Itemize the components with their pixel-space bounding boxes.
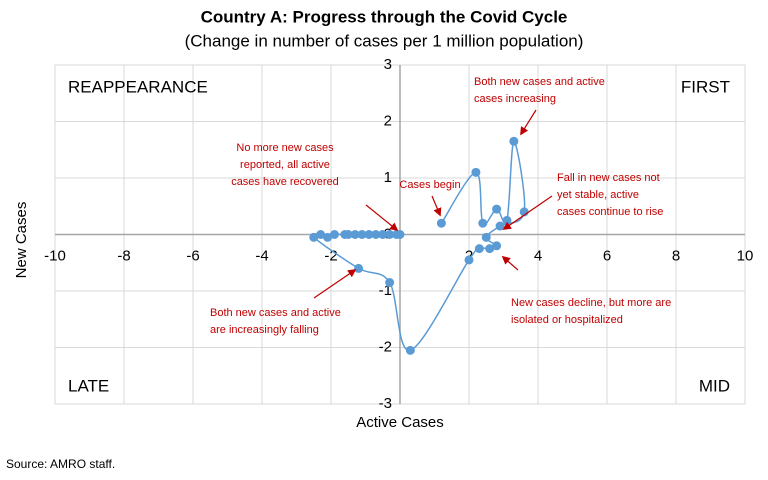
- y-tick-label: 3: [384, 56, 392, 73]
- data-point: [385, 278, 395, 288]
- data-point: [371, 230, 381, 239]
- data-point: [364, 230, 374, 239]
- annotation: isolated or hospitalized: [511, 314, 623, 326]
- data-point: [316, 230, 326, 239]
- x-tick-label: 6: [603, 247, 611, 264]
- annotation-arrow: [520, 109, 537, 136]
- quadrant-label: MID: [699, 376, 730, 395]
- quadrant-label: REAPPEARANCE: [68, 77, 208, 96]
- data-point: [395, 230, 405, 239]
- data-point: [323, 232, 333, 242]
- annotation-arrow: [365, 204, 399, 232]
- y-axis-label: New Cases: [13, 202, 30, 279]
- data-point: [378, 230, 388, 239]
- data-point: [474, 244, 484, 254]
- source-note: Source: AMRO staff.: [6, 457, 115, 471]
- data-point: [495, 221, 505, 231]
- x-tick-label: -8: [117, 247, 130, 264]
- annotation: No more new cases: [236, 142, 334, 154]
- data-point: [350, 230, 360, 239]
- data-point: [329, 230, 339, 239]
- data-point: [492, 204, 502, 214]
- annotation: cases increasing: [474, 93, 556, 105]
- annotation: yet stable, active: [557, 189, 639, 201]
- annotation: Both new cases and active: [474, 76, 605, 88]
- chart-title: Country A: Progress through the Covid Cy…: [201, 7, 568, 26]
- annotation: cases continue to rise: [557, 206, 663, 218]
- x-tick-label: -4: [255, 247, 268, 264]
- y-tick-label: -3: [379, 395, 392, 412]
- x-tick-label: -10: [44, 247, 66, 264]
- annotation: are increasingly falling: [210, 324, 319, 336]
- annotation-arrow: [501, 255, 519, 271]
- x-tick-label: 10: [737, 247, 754, 264]
- data-point: [343, 230, 353, 239]
- annotation-arrow: [313, 269, 357, 299]
- data-point: [471, 167, 481, 177]
- annotation-arrow: [431, 195, 442, 217]
- data-point: [405, 345, 415, 355]
- data-point: [485, 244, 495, 254]
- data-point: [481, 232, 491, 242]
- data-point: [509, 136, 519, 146]
- annotation-arrow: [502, 195, 553, 230]
- data-point: [436, 218, 446, 228]
- x-tick-label: 8: [672, 247, 680, 264]
- y-tick-label: -2: [379, 338, 392, 355]
- data-point: [478, 218, 488, 228]
- annotation: cases have recovered: [231, 176, 339, 188]
- annotation: Fall in new cases not: [557, 172, 660, 184]
- data-point: [492, 241, 502, 251]
- data-point: [309, 232, 319, 242]
- data-point: [357, 230, 367, 239]
- data-point: [464, 255, 474, 265]
- annotation: Both new cases and active: [210, 307, 341, 319]
- data-point: [385, 230, 395, 239]
- x-tick-label: -6: [186, 247, 199, 264]
- y-tick-label: 2: [384, 112, 392, 129]
- annotation: reported, all active: [240, 159, 330, 171]
- annotation: New cases decline, but more are: [511, 297, 671, 309]
- data-point: [502, 215, 512, 225]
- annotation: Cases begin: [399, 179, 460, 191]
- x-axis-label: Active Cases: [356, 414, 444, 431]
- x-tick-label: 4: [534, 247, 542, 264]
- data-point: [354, 263, 364, 273]
- quadrant-label: LATE: [68, 376, 109, 395]
- quadrant-label: FIRST: [681, 77, 730, 96]
- chart-subtitle: (Change in number of cases per 1 million…: [185, 31, 584, 50]
- y-tick-label: 1: [384, 169, 392, 186]
